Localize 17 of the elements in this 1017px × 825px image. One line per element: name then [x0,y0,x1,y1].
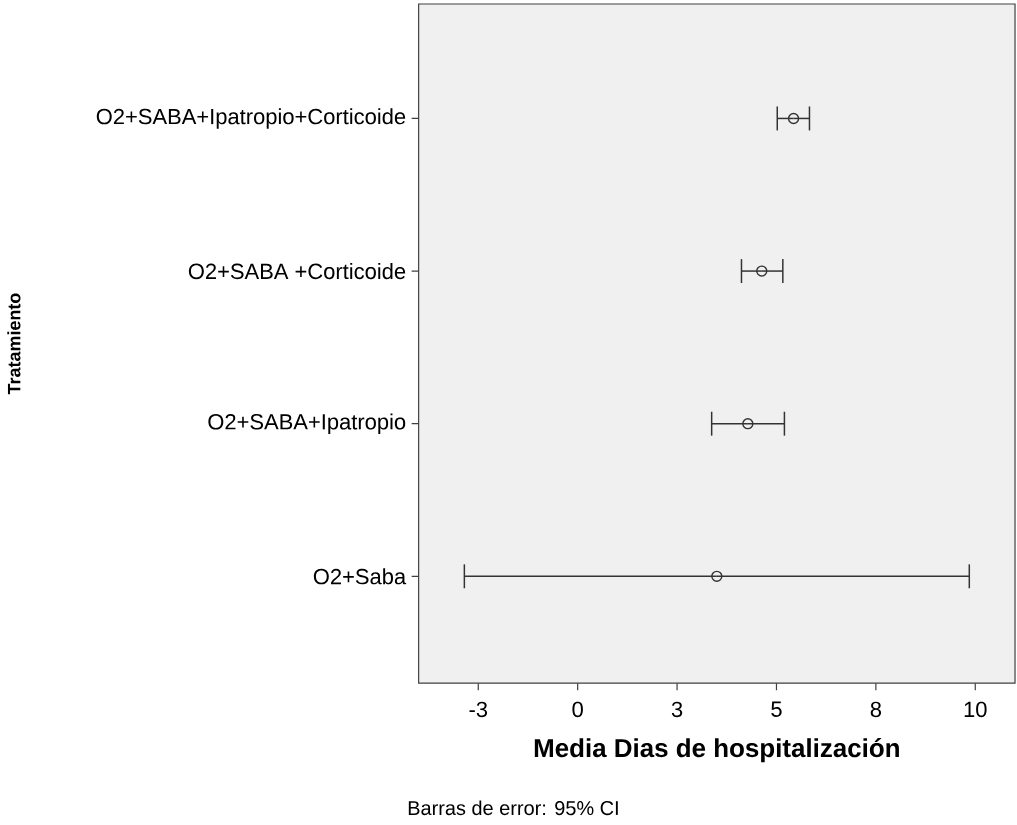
x-tick-label: 10 [964,701,987,718]
x-tick-label: 0 [572,701,583,718]
y-tick-label: O2+SABA +Corticoide [188,263,406,280]
x-tick-label: -3 [469,701,488,718]
point [711,570,723,583]
point [756,265,768,277]
x-tick-label: 5 [771,701,782,718]
y-tick-label: O2+SABA+Ipatropio+Corticoide [96,108,406,129]
point [742,418,754,430]
text: Barras de error: 95% CI [408,800,618,816]
y-tick-label: O2+Saba [313,568,407,585]
y-tick-label: O2+SABA+Ipatropio [208,413,406,435]
x-tick-label: 8 [870,701,882,718]
y-axis-title: Tratamiento [7,293,21,395]
x-tick-label: 3 [671,701,683,718]
point [787,112,800,125]
x-axis-title: Media Dias de hospitalización [534,738,899,763]
